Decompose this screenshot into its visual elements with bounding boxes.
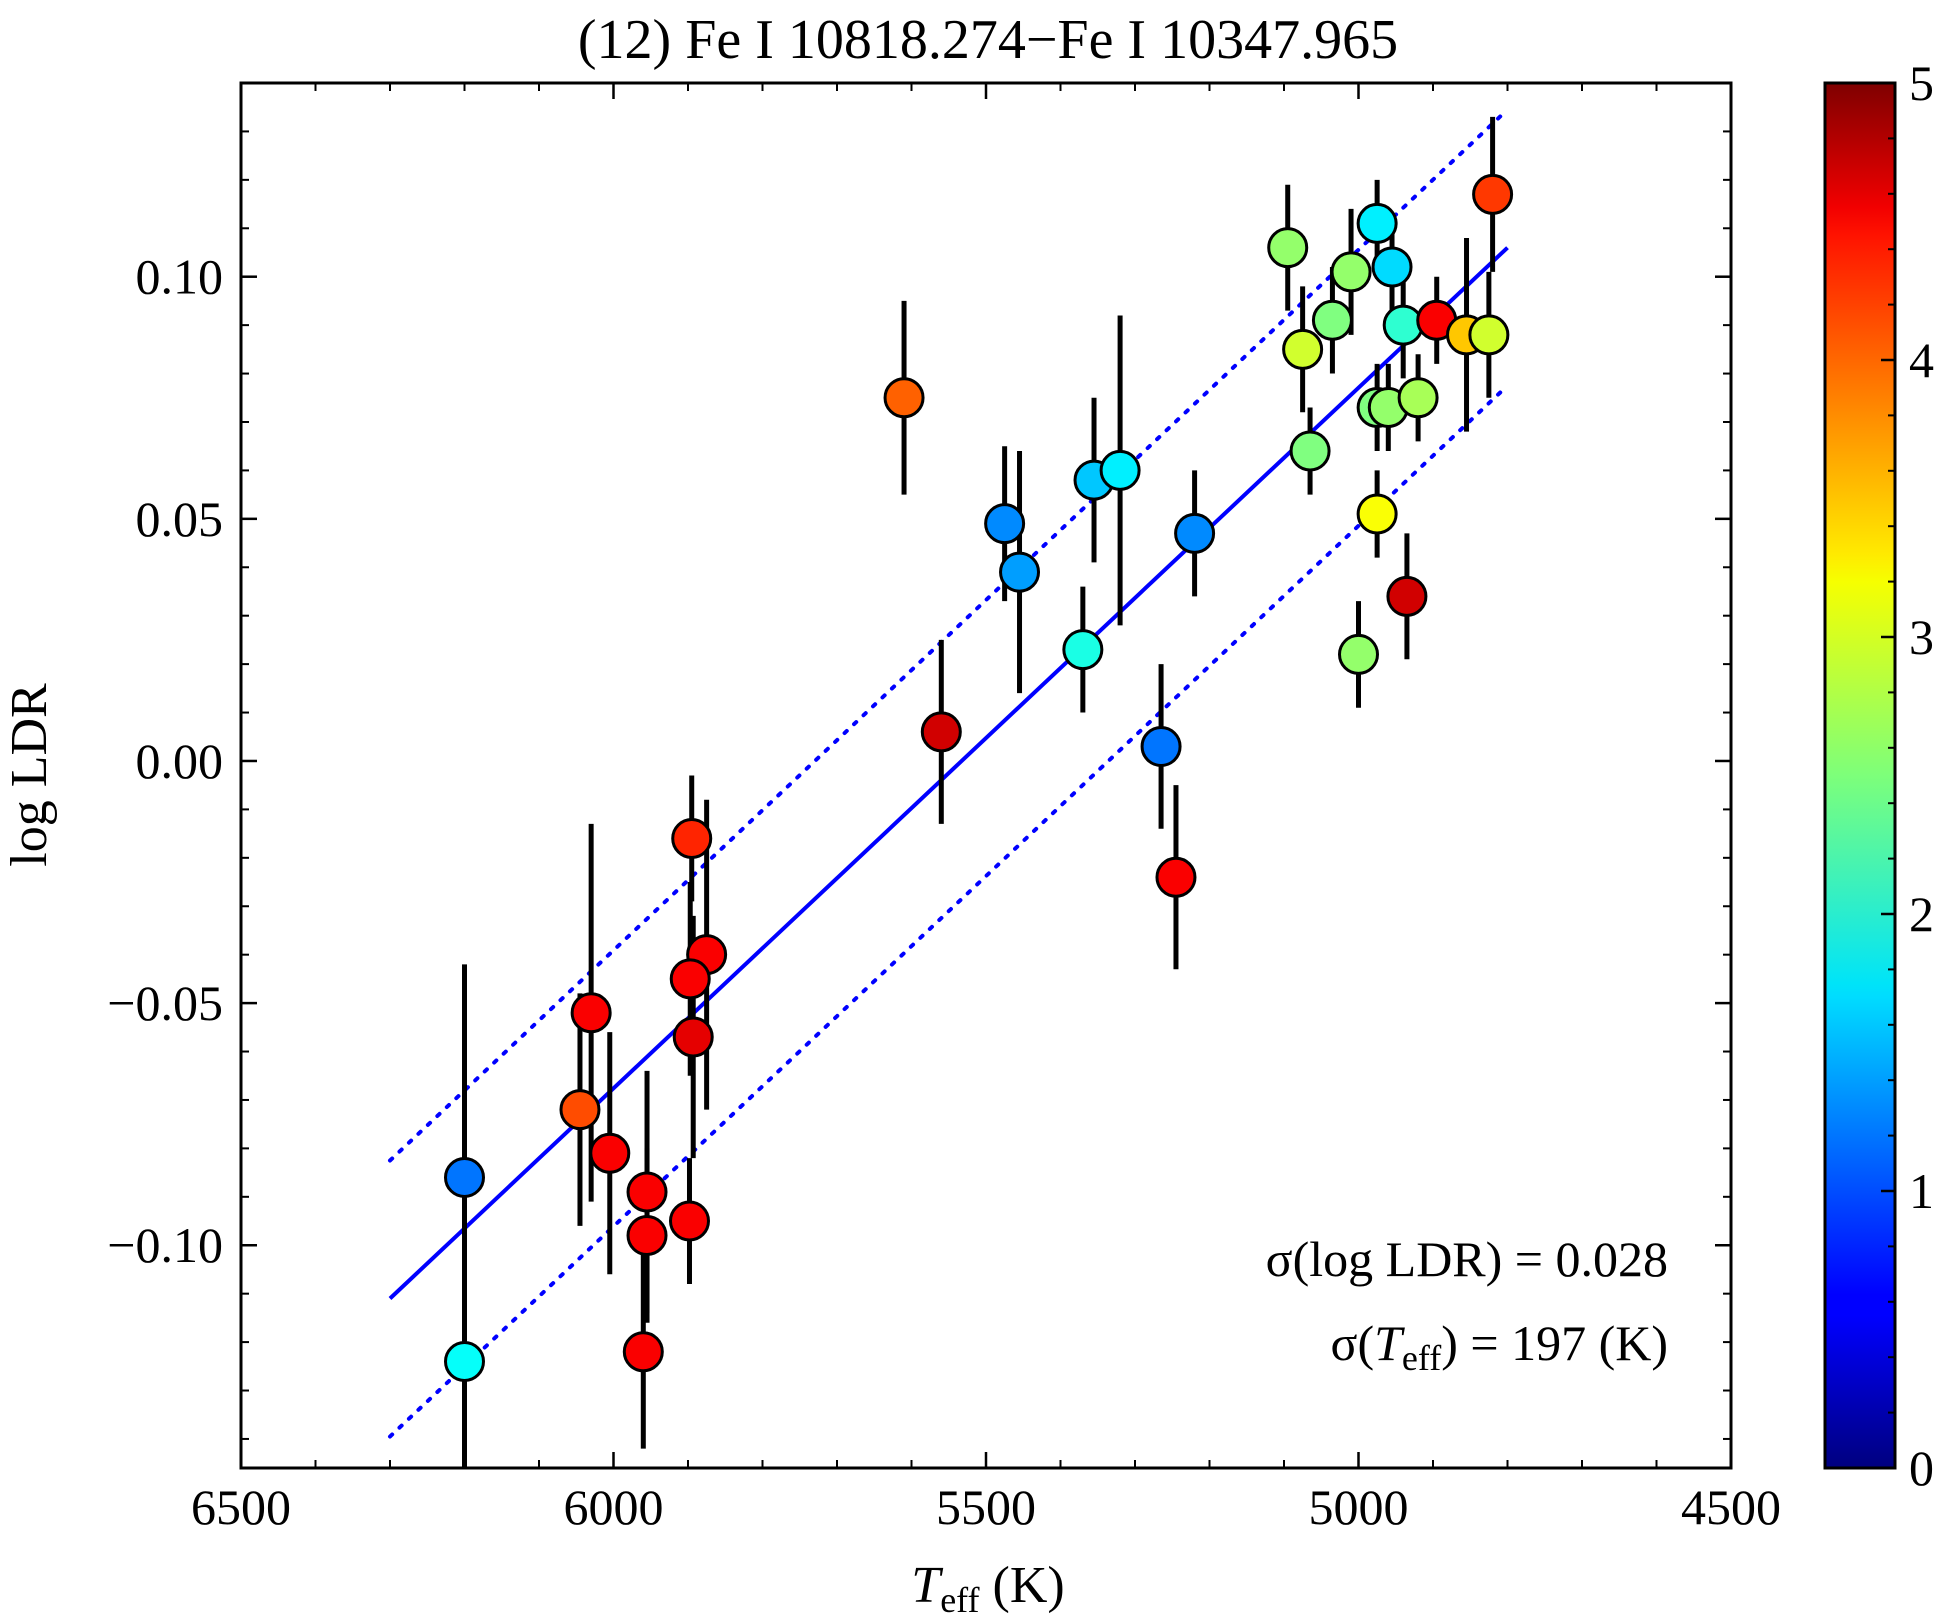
- data-point: [1382, 304, 1424, 346]
- data-point: [1267, 227, 1309, 269]
- plot-area: [388, 107, 1514, 1468]
- x-tick-label: 6000: [564, 1479, 664, 1535]
- colorbar-tick-label: 2: [1909, 886, 1934, 942]
- fit-line: [388, 246, 1509, 1300]
- data-point: [984, 503, 1026, 545]
- data-point: [1311, 299, 1353, 341]
- data-point: [559, 1089, 601, 1131]
- data-point: [626, 1171, 668, 1213]
- colorbar-tick-label: 5: [1909, 55, 1934, 111]
- data-point: [622, 1331, 664, 1373]
- data-point: [671, 817, 713, 859]
- data-point: [1289, 430, 1331, 472]
- data-point: [1140, 725, 1182, 767]
- annotation-sigma-teff: σ(Teff) = 197 (K): [1331, 1315, 1669, 1378]
- y-axis-ticks: 0.10 0.05 0.00 −0.05 −0.10: [107, 82, 1731, 1440]
- colorbar: [1823, 81, 1897, 1470]
- data-point: [672, 1016, 714, 1058]
- plot-frame: [239, 81, 1733, 1470]
- data-point: [1174, 512, 1216, 554]
- data-point: [1099, 449, 1141, 491]
- y-tick-label: −0.10: [107, 1217, 223, 1273]
- data-point: [669, 958, 711, 1000]
- data-point: [999, 551, 1041, 593]
- x-tick-label: 4500: [1681, 1479, 1781, 1535]
- data-point: [1356, 493, 1398, 535]
- data-point: [1397, 377, 1439, 419]
- data-point: [1468, 314, 1510, 356]
- data-point: [570, 992, 612, 1034]
- fit-band-upper: [388, 107, 1510, 1163]
- data-point: [1155, 856, 1197, 898]
- y-tick-label: −0.05: [107, 975, 223, 1031]
- y-tick-label: 0.10: [136, 249, 224, 305]
- data-point: [1356, 202, 1398, 244]
- colorbar-tick-label: 0: [1909, 1440, 1934, 1496]
- x-axis-ticks: 6500 6000 5500 5000 4500: [191, 83, 1781, 1535]
- data-point: [444, 1340, 485, 1382]
- data-point: [1282, 328, 1324, 370]
- data-point: [589, 1132, 631, 1174]
- data-point: [1371, 246, 1413, 288]
- data-point: [1330, 251, 1372, 293]
- data-point: [1472, 173, 1514, 215]
- colorbar-tick-label: 4: [1909, 332, 1934, 388]
- data-point: [444, 1156, 485, 1198]
- x-tick-label: 5000: [1309, 1479, 1409, 1535]
- data-point: [883, 377, 925, 419]
- colorbar-tick-label: 1: [1909, 1163, 1934, 1219]
- y-axis-title: log LDR: [1, 683, 58, 867]
- annotation-sigma-logldr: σ(log LDR) = 0.028: [1266, 1231, 1668, 1287]
- y-tick-label: 0.05: [136, 491, 224, 547]
- chart-title: (12) Fe I 10818.274−Fe I 10347.965: [578, 9, 1398, 71]
- data-point: [1338, 633, 1379, 675]
- colorbar-ticks: 0 1 2 3 4 5: [1881, 55, 1934, 1496]
- data-point: [920, 711, 962, 753]
- data-point: [1062, 629, 1104, 671]
- x-tick-label: 6500: [191, 1479, 291, 1535]
- x-axis-title: Teff (K): [911, 1557, 1064, 1620]
- data-point: [1386, 575, 1428, 617]
- data-point: [668, 1200, 710, 1242]
- data-point: [626, 1215, 668, 1257]
- x-tick-label: 5500: [936, 1479, 1036, 1535]
- fit-band-lower: [388, 383, 1510, 1439]
- colorbar-tick-label: 3: [1909, 609, 1934, 665]
- y-tick-label: 0.00: [136, 733, 224, 789]
